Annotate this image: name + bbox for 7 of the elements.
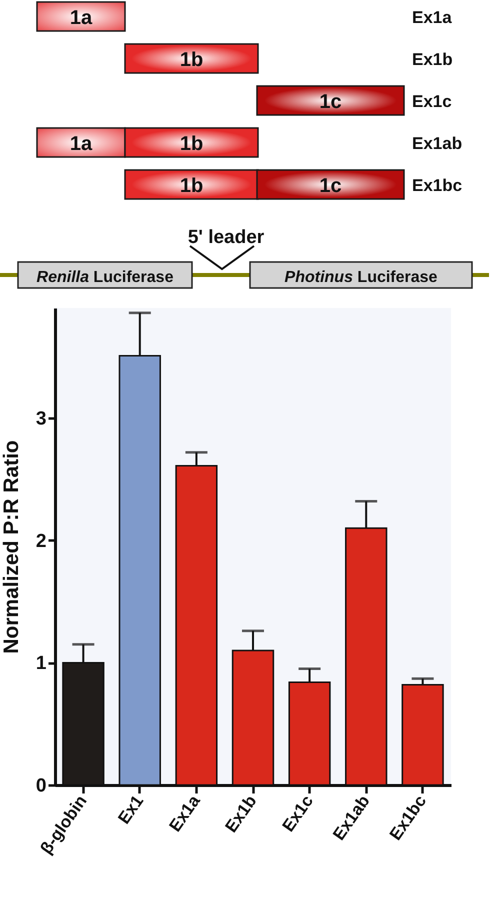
- y-tick-label: 1: [36, 653, 47, 674]
- construct-diagram: 1a 1b 1c 1a 1b 1b 1c Ex1a Ex1b Ex1c Ex1ab Ex1bc 5' leader Renilla Luciferase Photinus Luciferase: [0, 1, 489, 289]
- y-tick-label: 0: [36, 776, 46, 796]
- y-axis-title: Normalized P:R Ratio: [0, 440, 23, 654]
- y-tick-label: 2: [36, 530, 46, 552]
- y-tick-label: 3: [36, 408, 46, 430]
- x-tick-label: Ex1: [114, 792, 148, 828]
